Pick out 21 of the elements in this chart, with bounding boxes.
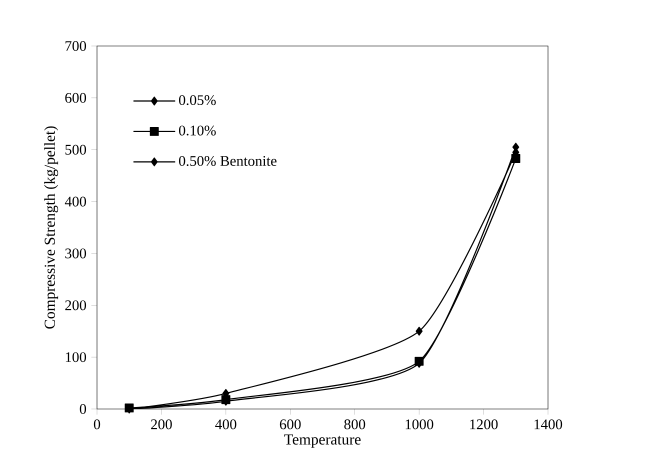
x-tick-label: 1400 [534, 419, 562, 430]
y-tick-label: 500 [65, 144, 86, 155]
x-tick-label: 200 [151, 419, 172, 430]
y-tick-label: 700 [66, 41, 86, 51]
y-tick-label: 300 [65, 248, 86, 258]
x-tick-label: 0 [94, 419, 100, 430]
x-tick-label: 800 [344, 419, 366, 430]
y-axis-title: Compressive Strength (kg/pellet) [44, 126, 58, 329]
x-tick-label: 1000 [406, 419, 434, 430]
x-tick-label: 1200 [470, 419, 498, 430]
legend-label: 0.10% [179, 126, 216, 136]
x-axis-title: Temperature [284, 434, 361, 448]
y-tick-label: 0 [80, 404, 86, 414]
y-tick-label: 600 [65, 92, 86, 103]
y-tick-label: 200 [65, 300, 86, 310]
x-tick-label: 600 [280, 419, 301, 430]
legend-label: 0.50% Bentonite [179, 156, 277, 166]
y-tick-label: 400 [64, 196, 86, 207]
x-tick-label: 400 [215, 419, 236, 430]
y-tick-label: 100 [66, 352, 86, 362]
legend-label: 0.05% [179, 95, 216, 106]
